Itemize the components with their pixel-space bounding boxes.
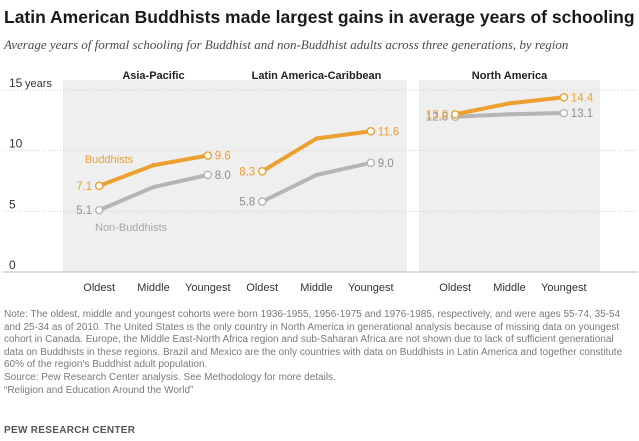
y-tick-label: 0 (9, 258, 16, 272)
chart-title: Latin American Buddhists made largest ga… (4, 7, 635, 27)
non-buddhists-data-label: 12.8 (426, 112, 448, 124)
chart-area: 15 10 5 0 years Asia-Pacific Oldest Middle Young… (3, 70, 638, 294)
buddhists-point (203, 151, 213, 160)
x-tick-label: Youngest (185, 282, 230, 294)
non-buddhists-point (151, 184, 156, 190)
buddhists-data-label: 8.3 (239, 166, 255, 178)
y-unit-label: years (25, 78, 52, 90)
non-buddhists-data-label: 9.0 (378, 158, 394, 170)
y-tick-label: 5 (9, 197, 16, 211)
non-buddhists-point (559, 108, 569, 118)
buddhists-point (151, 163, 156, 168)
non-buddhists-point (314, 172, 319, 178)
buddhists-point (366, 126, 376, 136)
x-tick-label: Middle (300, 282, 332, 294)
buddhists-data-label: 14.4 (571, 92, 594, 104)
non-buddhists-data-label: 13.1 (571, 108, 593, 120)
chart-subtitle: Average years of formal schooling for Bu… (4, 37, 569, 52)
buddhists-point (559, 92, 569, 102)
buddhists-data-label: 9.6 (215, 151, 231, 163)
non-buddhists-point (94, 205, 104, 215)
buddhists-point (257, 166, 267, 176)
x-tick-label: Middle (493, 282, 525, 294)
y-tick-label: 15 (9, 76, 23, 90)
panel-title: Asia-Pacific (122, 70, 184, 82)
non-buddhists-data-label: 8.0 (215, 170, 231, 182)
non-buddhists-point (203, 170, 213, 180)
brand-logo-text: PEW RESEARCH CENTER (4, 425, 136, 436)
x-tick-label: Oldest (83, 282, 115, 294)
buddhists-point (507, 101, 512, 106)
x-tick-label: Oldest (439, 282, 471, 294)
panel-background (63, 80, 244, 272)
panel-title: Latin America-Caribbean (252, 70, 382, 82)
non-buddhists-series-label: Non-Buddhists (95, 222, 168, 234)
non-buddhists-data-label: 5.1 (76, 205, 92, 217)
buddhists-point (94, 181, 104, 191)
buddhists-series-label: Buddhists (85, 154, 134, 166)
non-buddhists-point (366, 158, 376, 168)
buddhists-point (314, 136, 319, 141)
panel-title: North America (472, 70, 548, 82)
non-buddhists-point (257, 197, 267, 206)
x-tick-label: Oldest (246, 282, 278, 294)
buddhists-data-label: 13.0 (426, 109, 448, 121)
non-buddhists-point (507, 112, 512, 117)
non-buddhists-data-label: 5.8 (239, 197, 255, 209)
x-tick-label: Youngest (541, 282, 586, 294)
x-tick-label: Youngest (348, 282, 393, 294)
footnotes: Note: The oldest, middle and youngest co… (4, 309, 634, 397)
buddhists-data-label: 11.6 (378, 126, 400, 138)
y-tick-label: 10 (9, 137, 23, 151)
source-text: Source: Pew Research Center analysis. Se… (4, 371, 336, 383)
buddhists-data-label: 7.1 (76, 181, 92, 193)
x-tick-label: Middle (137, 282, 169, 294)
buddhists-point (450, 109, 460, 119)
panel-background (419, 80, 600, 272)
report-title: “Religion and Education Around the World… (4, 384, 194, 396)
note-text: Note: The oldest, middle and youngest co… (4, 309, 623, 371)
